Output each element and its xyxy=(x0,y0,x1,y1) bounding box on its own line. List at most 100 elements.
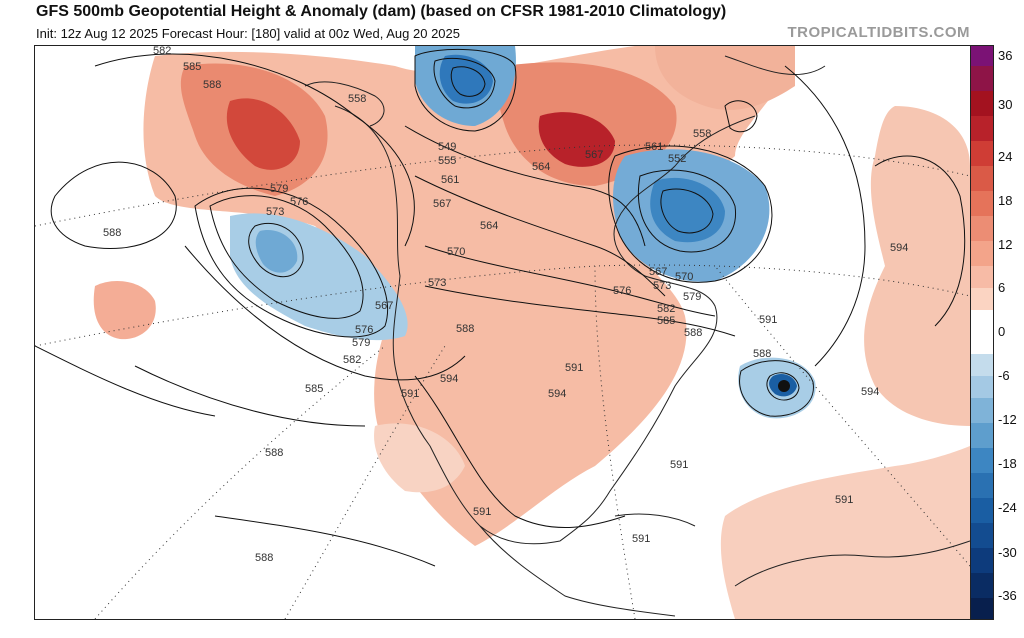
contour-label: 561 xyxy=(645,141,663,153)
contour-label: 567 xyxy=(585,149,603,161)
colorbar-band xyxy=(971,473,993,498)
colorbar-band xyxy=(971,354,993,376)
colorbar-band xyxy=(971,166,993,191)
contour-label: 579 xyxy=(683,291,701,303)
height-contour xyxy=(414,175,666,297)
colorbar-band xyxy=(971,266,993,288)
height-contour xyxy=(134,365,366,427)
contour-label: 573 xyxy=(266,206,284,218)
colorbar-band xyxy=(971,398,993,423)
contour-label: 573 xyxy=(428,277,446,289)
colorbar-canvas xyxy=(971,46,993,619)
height-contour xyxy=(248,222,304,278)
colorbar-band xyxy=(971,46,993,66)
coastline-central-america xyxy=(479,525,676,617)
contour-label: 588 xyxy=(203,79,221,91)
contour-label: 564 xyxy=(532,161,550,173)
coastline-greenland xyxy=(724,55,826,75)
map-subtitle: Init: 12z Aug 12 2025 Forecast Hour: [18… xyxy=(36,26,460,41)
graticule-line xyxy=(94,345,386,619)
colorbar-band xyxy=(971,66,993,91)
height-contour xyxy=(194,187,389,338)
colorbar-band xyxy=(971,423,993,448)
contour-label: 570 xyxy=(675,271,693,283)
anomaly-negative-pacific-core xyxy=(255,230,298,273)
height-contour xyxy=(433,57,496,109)
height-contour xyxy=(414,375,626,528)
colorbar-label: 12 xyxy=(998,237,1013,252)
colorbar-label: -12 xyxy=(998,412,1017,427)
anomaly-positive-canada-core xyxy=(538,112,615,167)
height-contour xyxy=(874,155,966,327)
colorbar-label: 0 xyxy=(998,324,1006,339)
colorbar-band xyxy=(971,548,993,573)
contour-label: 558 xyxy=(693,128,711,140)
contour-label: 549 xyxy=(438,141,456,153)
colorbar-band xyxy=(971,523,993,548)
coastline-north-america xyxy=(334,105,756,545)
colorbar-band xyxy=(971,91,993,116)
coastline-south-america xyxy=(734,540,970,587)
contour-label: 582 xyxy=(343,354,361,366)
height-contour-layer xyxy=(35,49,966,567)
contour-label: 576 xyxy=(355,324,373,336)
contour-label-layer: 582 585 588 558 549 555 561 567 564 570 … xyxy=(103,46,908,564)
colorbar-label: -18 xyxy=(998,456,1017,471)
anomaly-fill-layer xyxy=(93,46,970,619)
contour-label: 594 xyxy=(440,373,458,385)
contour-label: 576 xyxy=(290,196,308,208)
colorbar-band xyxy=(971,448,993,473)
contour-label: 594 xyxy=(548,388,566,400)
anomaly-positive-south-us xyxy=(374,423,465,493)
height-contour xyxy=(94,53,415,247)
colorbar-band xyxy=(971,376,993,398)
graticule-line xyxy=(284,345,446,619)
colorbar-band xyxy=(971,241,993,266)
graticule-line xyxy=(35,264,970,347)
colorbar-band xyxy=(971,288,993,310)
contour-label: 591 xyxy=(565,362,583,374)
height-contour xyxy=(424,285,736,337)
height-contour xyxy=(450,66,486,97)
graticule-layer xyxy=(35,144,970,619)
watermark: TROPICALTIDBITS.COM xyxy=(787,24,970,41)
anomaly-positive-northwest-core xyxy=(226,98,300,170)
height-contour xyxy=(739,360,814,417)
colorbar-label: -30 xyxy=(998,545,1017,560)
height-contour xyxy=(35,345,216,417)
colorbar-band xyxy=(971,573,993,598)
height-contour xyxy=(608,145,773,283)
contour-label: 579 xyxy=(270,183,288,195)
colorbar-label: 18 xyxy=(998,193,1013,208)
colorbar-label: 36 xyxy=(998,48,1013,63)
contour-label: 585 xyxy=(305,383,323,395)
colorbar-band xyxy=(971,598,993,619)
contour-label: 588 xyxy=(456,323,474,335)
map-canvas: 582 585 588 558 549 555 561 567 564 570 … xyxy=(35,46,970,619)
height-contour xyxy=(404,125,646,247)
anomaly-negative-hudson-core xyxy=(650,177,725,243)
colorbar-label: -6 xyxy=(998,368,1010,383)
colorbar-label: -36 xyxy=(998,588,1017,603)
colorbar-band xyxy=(971,498,993,523)
anomaly-negative-bering-core xyxy=(439,54,493,104)
map-title: GFS 500mb Geopotential Height & Anomaly … xyxy=(36,3,727,20)
colorbar-band xyxy=(971,310,993,354)
colorbar-label: -24 xyxy=(998,500,1017,515)
colorbar-label: 24 xyxy=(998,149,1013,164)
contour-label: 588 xyxy=(265,447,283,459)
contour-label: 588 xyxy=(753,348,771,360)
contour-label: 591 xyxy=(473,506,491,518)
contour-label: 567 xyxy=(375,300,393,312)
height-contour xyxy=(424,245,716,317)
height-contour xyxy=(637,169,736,253)
contour-label: 591 xyxy=(835,494,853,506)
height-contour xyxy=(214,515,436,567)
height-contour xyxy=(766,372,800,401)
coastline-cuba xyxy=(614,513,696,527)
contour-label: 582 xyxy=(153,46,171,57)
contour-label: 591 xyxy=(401,388,419,400)
height-contour xyxy=(660,188,714,234)
contour-label: 555 xyxy=(438,155,456,167)
height-contour xyxy=(50,161,177,250)
